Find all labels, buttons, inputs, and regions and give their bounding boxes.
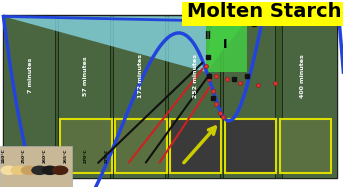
Text: 260°C: 260°C [42,148,47,163]
Text: 400 minutes: 400 minutes [300,54,305,98]
FancyBboxPatch shape [0,146,72,187]
FancyBboxPatch shape [225,119,276,173]
Text: II: II [204,31,211,41]
FancyBboxPatch shape [4,15,337,178]
Circle shape [1,166,16,174]
Circle shape [52,166,67,174]
FancyBboxPatch shape [225,119,276,173]
Text: I: I [223,38,227,51]
FancyBboxPatch shape [59,15,110,178]
FancyBboxPatch shape [4,15,55,178]
FancyBboxPatch shape [282,15,337,178]
FancyBboxPatch shape [182,0,347,26]
FancyBboxPatch shape [280,119,331,173]
FancyBboxPatch shape [60,119,112,173]
Polygon shape [4,16,206,72]
FancyBboxPatch shape [170,119,221,173]
Polygon shape [206,16,244,72]
FancyBboxPatch shape [223,15,275,178]
Circle shape [32,166,47,174]
Text: 252 minutes: 252 minutes [193,54,198,98]
FancyBboxPatch shape [113,15,165,178]
Circle shape [22,166,37,174]
Text: 275°C: 275°C [105,148,109,163]
FancyBboxPatch shape [115,119,167,173]
Text: 172 minutes: 172 minutes [138,54,143,98]
Circle shape [42,166,57,174]
Polygon shape [206,16,247,72]
Text: 240°C: 240°C [1,148,5,163]
Circle shape [11,166,26,174]
Text: 265°C: 265°C [63,148,67,163]
Text: Molten Starch: Molten Starch [187,2,342,21]
Text: 270°C: 270°C [84,148,88,163]
FancyBboxPatch shape [168,15,220,178]
Text: 57 minutes: 57 minutes [83,56,88,96]
Text: 250°C: 250°C [22,148,26,163]
Text: 7 minutes: 7 minutes [29,58,34,93]
